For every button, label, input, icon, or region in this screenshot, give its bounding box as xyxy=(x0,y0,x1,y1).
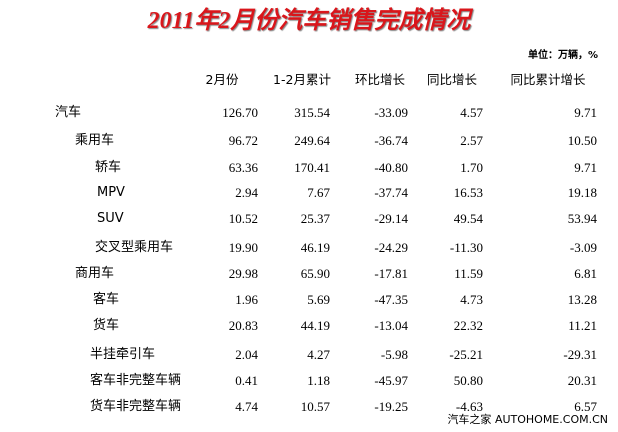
cell: 315.54 xyxy=(294,105,330,120)
unit-note: 单位：万辆，% xyxy=(527,50,598,61)
row-label: 轿车 xyxy=(95,160,122,175)
watermark: 汽车之家 AUTOHOME.COM.CN xyxy=(447,412,608,428)
cell: 4.74 xyxy=(235,399,258,414)
cell: -3.09 xyxy=(569,240,597,255)
cell: 0.41 xyxy=(235,373,258,388)
cell: 65.90 xyxy=(300,266,330,281)
cell: 53.94 xyxy=(567,211,597,226)
cell: 50.80 xyxy=(453,373,483,388)
cell: 6.57 xyxy=(574,399,597,414)
row-label: 货车非完整车辆 xyxy=(90,399,182,414)
cell: -24.29 xyxy=(374,240,408,255)
cell: -45.97 xyxy=(374,373,408,388)
watermark-en: AUTOHOME.COM.CN xyxy=(494,413,608,426)
row-label: 商用车 xyxy=(75,266,115,281)
row-label: SUV xyxy=(97,211,124,226)
column-header: 环比增长 xyxy=(354,72,405,87)
cell: -29.31 xyxy=(563,347,597,362)
column-header: 1-2月累计 xyxy=(273,72,331,87)
cell: 96.72 xyxy=(228,133,258,148)
cell: 13.28 xyxy=(567,292,597,307)
row-label: 客车 xyxy=(93,292,120,307)
cell: 1.70 xyxy=(460,160,483,175)
cell: -25.21 xyxy=(449,347,483,362)
column-header: 同比累计增长 xyxy=(510,72,586,87)
row-label: 交叉型乘用车 xyxy=(95,240,174,255)
watermark-cn: 汽车之家 xyxy=(447,413,492,426)
row-label: 汽车 xyxy=(55,105,82,120)
cell: 4.73 xyxy=(460,292,483,307)
cell: 25.37 xyxy=(300,211,330,226)
cell: -5.98 xyxy=(380,347,408,362)
column-header: 2月份 xyxy=(205,72,239,87)
cell: -19.25 xyxy=(374,399,408,414)
cell: 29.98 xyxy=(228,266,258,281)
cell: -4.63 xyxy=(455,399,483,414)
row-label: 客车非完整车辆 xyxy=(90,373,182,388)
cell: 2.04 xyxy=(235,347,258,362)
cell: -40.80 xyxy=(374,160,408,175)
cell: 11.59 xyxy=(454,266,483,281)
cell: -29.14 xyxy=(374,211,408,226)
cell: 4.27 xyxy=(307,347,330,362)
cell: 11.21 xyxy=(568,318,597,333)
title: 2011年2月份汽车销售完成情况 xyxy=(147,8,471,34)
cell: 22.32 xyxy=(453,318,483,333)
column-header: 同比增长 xyxy=(426,72,477,87)
cell: 1.18 xyxy=(307,373,330,388)
cell: 6.81 xyxy=(574,266,597,281)
cell: 4.57 xyxy=(460,105,483,120)
cell: 2.94 xyxy=(235,185,258,200)
row-label: 货车 xyxy=(93,318,120,333)
cell: 46.19 xyxy=(300,240,330,255)
cell: -17.81 xyxy=(374,266,408,281)
cell: -13.04 xyxy=(374,318,408,333)
cell: -36.74 xyxy=(374,133,408,148)
cell: 19.18 xyxy=(567,185,597,200)
cell: 126.70 xyxy=(222,105,258,120)
cell: 7.67 xyxy=(307,185,330,200)
cell: 20.31 xyxy=(567,373,597,388)
cell: 10.52 xyxy=(228,211,258,226)
row-label: 半挂牵引车 xyxy=(90,347,156,362)
cell: -47.35 xyxy=(374,292,408,307)
cell: 19.90 xyxy=(228,240,258,255)
cell: 63.36 xyxy=(228,160,258,175)
cell: 20.83 xyxy=(228,318,258,333)
cell: 1.96 xyxy=(235,292,258,307)
cell: 249.64 xyxy=(294,133,330,148)
cell: 170.41 xyxy=(294,160,330,175)
cell: 10.57 xyxy=(300,399,330,414)
cell: 16.53 xyxy=(453,185,483,200)
row-label: MPV xyxy=(97,185,125,200)
cell: 9.71 xyxy=(574,160,597,175)
cell: -37.74 xyxy=(374,185,408,200)
cell: 44.19 xyxy=(300,318,330,333)
cell: 9.71 xyxy=(574,105,597,120)
cell: 49.54 xyxy=(453,211,483,226)
row-label: 乘用车 xyxy=(75,133,115,148)
cell: 5.69 xyxy=(307,292,330,307)
cell: -11.30 xyxy=(449,240,483,255)
cell: 10.50 xyxy=(567,133,597,148)
cell: -33.09 xyxy=(374,105,408,120)
cell: 2.57 xyxy=(460,133,483,148)
